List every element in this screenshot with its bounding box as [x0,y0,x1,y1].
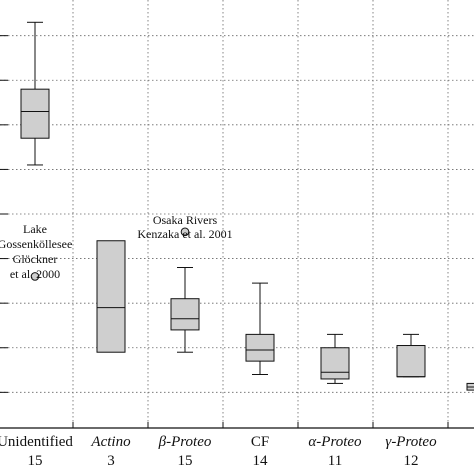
annotation-text: Osaka Rivers Kenzaka et al. 2001 [137,213,232,241]
category-label-layer: Unidentified 15 Actino 3 β-Proteo 15 CF 14 α-Pro… [0,434,474,469]
category-n-label: 11 [328,453,342,469]
annotation-line: Kenzaka et al. 2001 [137,227,232,241]
annotation-line: et al. 2000 [10,267,60,281]
category-label: β-Proteo [158,434,212,450]
outlier-point [180,227,190,237]
box-4 [320,333,350,384]
category-label: Actino [90,434,131,450]
category-n-label: 3 [107,453,115,469]
outlier-point [30,272,40,281]
box-layer [20,21,474,391]
category-label: Unidentified [0,434,73,450]
category-label: α-Proteo [308,434,362,450]
annotation-line: Gossenköllesee [0,237,72,251]
box-iqr [170,298,200,331]
grid-layer [0,0,474,429]
box-iqr [396,345,426,378]
annotation-line: Glöckner [13,252,58,266]
box-0 [20,21,50,166]
category-n-label: 12 [404,453,419,469]
outlier-layer [30,227,190,281]
box-iqr [20,88,50,139]
box-iqr [96,240,126,353]
annotation-text: Lake Gossenköllesee Glöckner et al. 2000 [0,222,72,281]
box-3 [245,282,275,375]
box-iqr [245,333,275,362]
category-n-label: 15 [28,453,43,469]
category-n-label: 14 [253,453,269,469]
box-1 [96,240,126,353]
annotation-layer: Lake Gossenköllesee Glöckner et al. 2000 Osa… [0,213,233,281]
category-label: CF [251,434,269,450]
box-iqr [320,347,350,380]
category-n-label: 15 [178,453,193,469]
box-2 [170,267,200,353]
box-6 [466,382,474,391]
annotation-line: Osaka Rivers [153,213,218,227]
annotation-line: Lake [23,222,47,236]
category-label: γ-Proteo [385,434,437,450]
box-5 [396,333,426,378]
